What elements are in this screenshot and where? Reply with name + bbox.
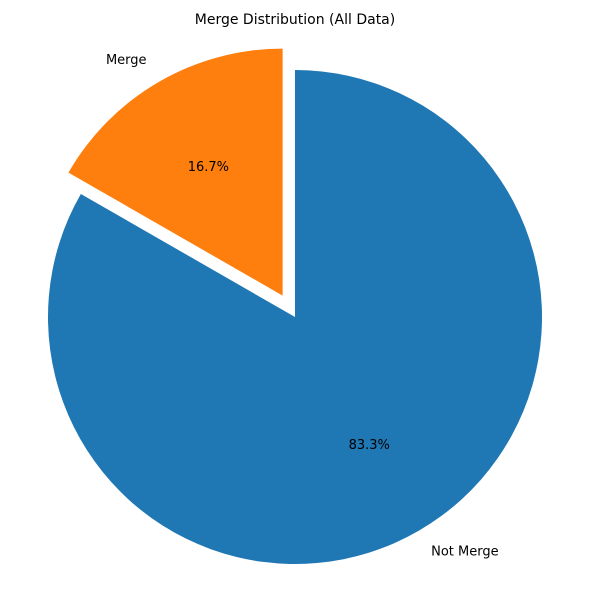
slice-label-merge: Merge (106, 53, 147, 68)
slice-label-not-merge: Not Merge (431, 545, 499, 560)
chart-title: Merge Distribution (All Data) (195, 12, 395, 28)
pie-slice-not-merge (47, 70, 543, 564)
pie-slice-merge (68, 48, 283, 296)
slices-layer (47, 48, 543, 564)
labels-layer: Not Merge 83.3% Merge 16.7% (106, 53, 499, 560)
slice-percent-merge: 16.7% (188, 160, 229, 175)
slice-percent-not-merge: 83.3% (349, 438, 390, 453)
